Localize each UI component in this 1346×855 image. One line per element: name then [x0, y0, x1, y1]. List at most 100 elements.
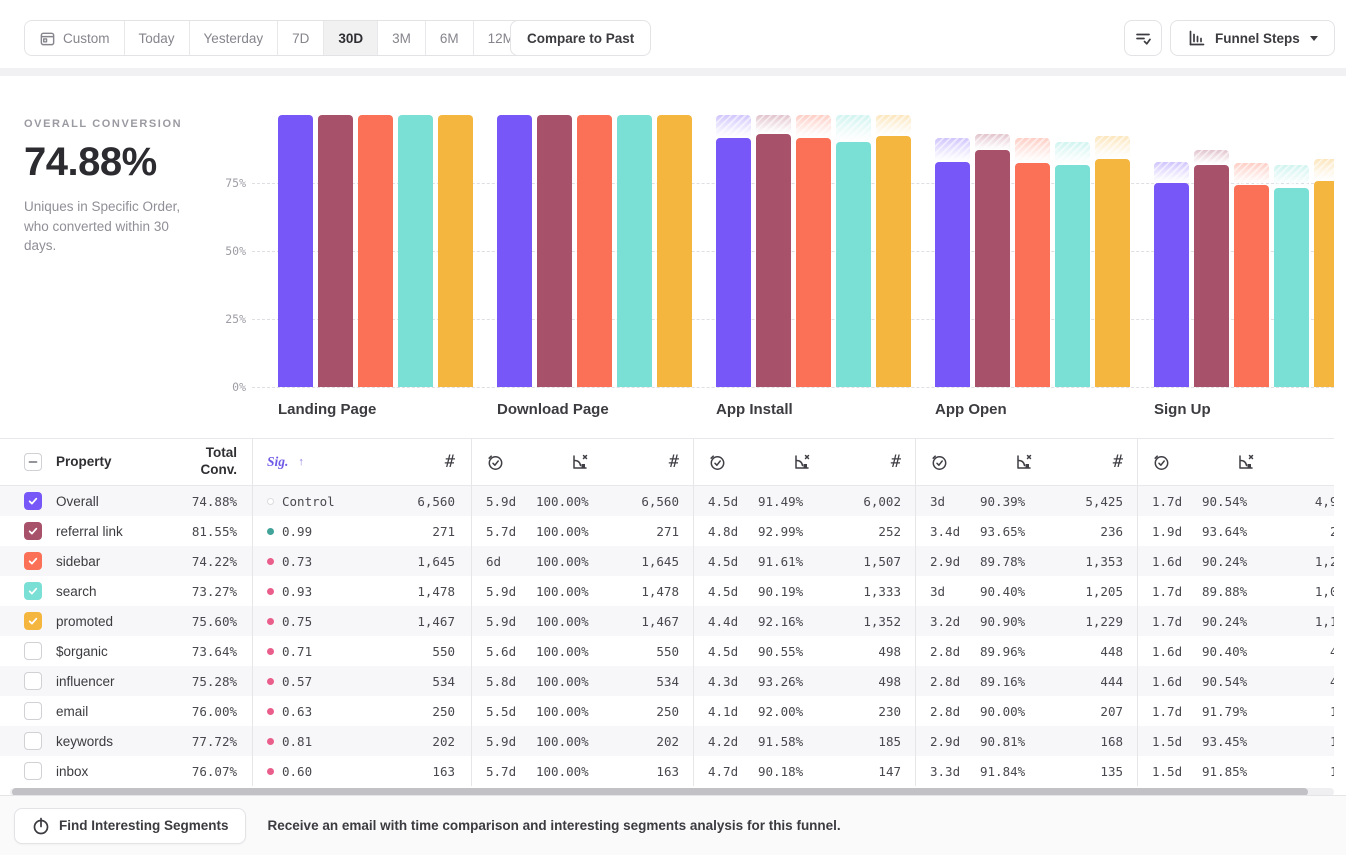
- row-checkbox[interactable]: [24, 552, 42, 570]
- step-count: 1,467: [624, 606, 694, 636]
- date-range-today[interactable]: Today: [124, 21, 190, 55]
- time-to-convert: 4.2d: [708, 733, 739, 749]
- header-rate-icon[interactable]: [758, 452, 846, 472]
- funnel-bar-promoted[interactable]: [1314, 115, 1334, 387]
- header-count[interactable]: #: [846, 439, 916, 485]
- table-row--organic[interactable]: $organic 73.64% 0.71 550 5.6d 100.00% 550 4.5d 9…: [0, 636, 1334, 666]
- funnel-bar-search[interactable]: [1055, 115, 1090, 387]
- metric-options-button[interactable]: [1124, 20, 1162, 56]
- funnel-bar-referral-link[interactable]: [975, 115, 1010, 387]
- horizontal-scrollbar-track[interactable]: [10, 788, 1334, 796]
- funnel-bar-search[interactable]: [398, 115, 433, 387]
- step-conversion-rate: 90.55%: [758, 643, 804, 659]
- row-checkbox[interactable]: [24, 492, 42, 510]
- significance-cell: 0.71: [253, 644, 363, 659]
- header-rate-icon[interactable]: [536, 452, 624, 472]
- funnel-bar-Overall[interactable]: [497, 115, 532, 387]
- row-checkbox[interactable]: [24, 582, 42, 600]
- step-count: 444: [1068, 666, 1138, 696]
- date-range-label: 7D: [292, 30, 310, 46]
- funnel-bar-referral-link[interactable]: [756, 115, 791, 387]
- fixed-column-divider: [237, 576, 253, 606]
- table-row-email[interactable]: email 76.00% 0.63 250 5.5d 100.00% 250 4.1d 92.0…: [0, 696, 1334, 726]
- funnel-bar-search[interactable]: [836, 115, 871, 387]
- header-time-icon[interactable]: [472, 453, 536, 472]
- header-time-icon[interactable]: [916, 453, 980, 472]
- table-row-keywords[interactable]: keywords 77.72% 0.81 202 5.9d 100.00% 202 4.2d 9…: [0, 726, 1334, 756]
- step-conversion-rate: 100.00%: [536, 583, 589, 599]
- funnel-bar-search[interactable]: [617, 115, 652, 387]
- header-total-conv[interactable]: Total Conv.: [200, 445, 238, 477]
- table-row-influencer[interactable]: influencer 75.28% 0.57 534 5.8d 100.00% 534 4.3…: [0, 666, 1334, 696]
- header-rate-icon[interactable]: [980, 452, 1068, 472]
- bar-dropoff-cap: [756, 115, 791, 135]
- summary-description: Uniques in Specific Order, who converted…: [24, 199, 181, 254]
- horizontal-scrollbar-thumb[interactable]: [12, 788, 1308, 796]
- row-checkbox[interactable]: [24, 612, 42, 630]
- find-interesting-segments-button[interactable]: Find Interesting Segments: [14, 807, 246, 844]
- row-checkbox[interactable]: [24, 762, 42, 780]
- header-count[interactable]: #: [1290, 439, 1334, 485]
- funnel-bar-referral-link[interactable]: [318, 115, 353, 387]
- row-checkbox[interactable]: [24, 732, 42, 750]
- table-row-inbox[interactable]: inbox 76.07% 0.60 163 5.7d 100.00% 163 4.7d 90.1…: [0, 756, 1334, 786]
- date-range-30d[interactable]: 30D: [324, 21, 379, 55]
- row-checkbox[interactable]: [24, 642, 42, 660]
- funnel-bar-Overall[interactable]: [716, 115, 751, 387]
- date-range-3m[interactable]: 3M: [378, 21, 426, 55]
- funnel-bar-promoted[interactable]: [438, 115, 473, 387]
- table-row-sidebar[interactable]: sidebar 74.22% 0.73 1,645 6d 100.00% 1,645 4.5d…: [0, 546, 1334, 576]
- header-property[interactable]: Property: [56, 453, 112, 469]
- bar-dropoff-cap: [975, 134, 1010, 151]
- time-to-convert: 4.7d: [708, 763, 739, 779]
- header-count-landing[interactable]: #: [363, 439, 472, 485]
- funnel-bar-promoted[interactable]: [1095, 115, 1130, 387]
- funnel-bar-sidebar[interactable]: [577, 115, 612, 387]
- funnel-bar-Overall[interactable]: [1154, 115, 1189, 387]
- fixed-column-divider: [237, 606, 253, 636]
- count-landing-page: 550: [363, 636, 472, 666]
- funnel-bar-referral-link[interactable]: [1194, 115, 1229, 387]
- funnel-bar-sidebar[interactable]: [1015, 115, 1050, 387]
- date-range-label: 12M: [487, 30, 514, 46]
- date-range-custom[interactable]: Custom: [25, 21, 125, 55]
- header-significance[interactable]: Sig. ↑: [253, 454, 363, 470]
- funnel-bar-referral-link[interactable]: [537, 115, 572, 387]
- header-time-icon[interactable]: [1138, 453, 1202, 472]
- funnel-bar-sidebar[interactable]: [1234, 115, 1269, 387]
- compare-to-past-button[interactable]: Compare to Past: [510, 20, 652, 56]
- date-range-7d[interactable]: 7D: [278, 21, 325, 55]
- date-range-yesterday[interactable]: Yesterday: [189, 21, 279, 55]
- header-time-icon[interactable]: [694, 453, 758, 472]
- date-range-6m[interactable]: 6M: [425, 21, 474, 55]
- funnel-bar-sidebar[interactable]: [796, 115, 831, 387]
- header-count[interactable]: #: [624, 439, 694, 485]
- significance-cell: Control: [253, 494, 363, 509]
- table-row-search[interactable]: search 73.27% 0.93 1,478 5.9d 100.00% 1,478 4.5…: [0, 576, 1334, 606]
- funnel-bar-Overall[interactable]: [935, 115, 970, 387]
- header-count[interactable]: #: [1068, 439, 1138, 485]
- total-conversion-value: 76.07%: [191, 763, 237, 779]
- date-range-group: Custom Today Yesterday 7D 30D 3M 6M 12M: [24, 20, 529, 56]
- time-to-convert: 4.8d: [708, 523, 739, 539]
- view-selector-button[interactable]: Funnel Steps: [1170, 20, 1335, 56]
- funnel-bar-Overall[interactable]: [278, 115, 313, 387]
- table-row-promoted[interactable]: promoted 75.60% 0.75 1,467 5.9d 100.00% 1,467 4…: [0, 606, 1334, 636]
- row-checkbox[interactable]: [24, 702, 42, 720]
- row-checkbox[interactable]: [24, 672, 42, 690]
- step-conversion-rate: 100.00%: [536, 553, 589, 569]
- step-conversion-rate: 90.81%: [980, 733, 1026, 749]
- step-count: 185: [846, 726, 916, 756]
- table-row-Overall[interactable]: Overall 74.88% Control 6,560 5.9d 100.00% 6,56…: [0, 486, 1334, 516]
- funnel-bar-promoted[interactable]: [657, 115, 692, 387]
- select-all-checkbox[interactable]: [24, 453, 42, 471]
- funnel-bar-search[interactable]: [1274, 115, 1309, 387]
- step-label: Sign Up: [1154, 401, 1211, 418]
- time-to-convert: 1.7d: [1152, 703, 1183, 719]
- funnel-bar-promoted[interactable]: [876, 115, 911, 387]
- row-checkbox[interactable]: [24, 522, 42, 540]
- header-rate-icon[interactable]: [1202, 452, 1290, 472]
- funnel-bar-sidebar[interactable]: [358, 115, 393, 387]
- significance-value: 0.60: [282, 763, 313, 779]
- table-row-referral-link[interactable]: referral link 81.55% 0.99 271 5.7d 100.00% 271…: [0, 516, 1334, 546]
